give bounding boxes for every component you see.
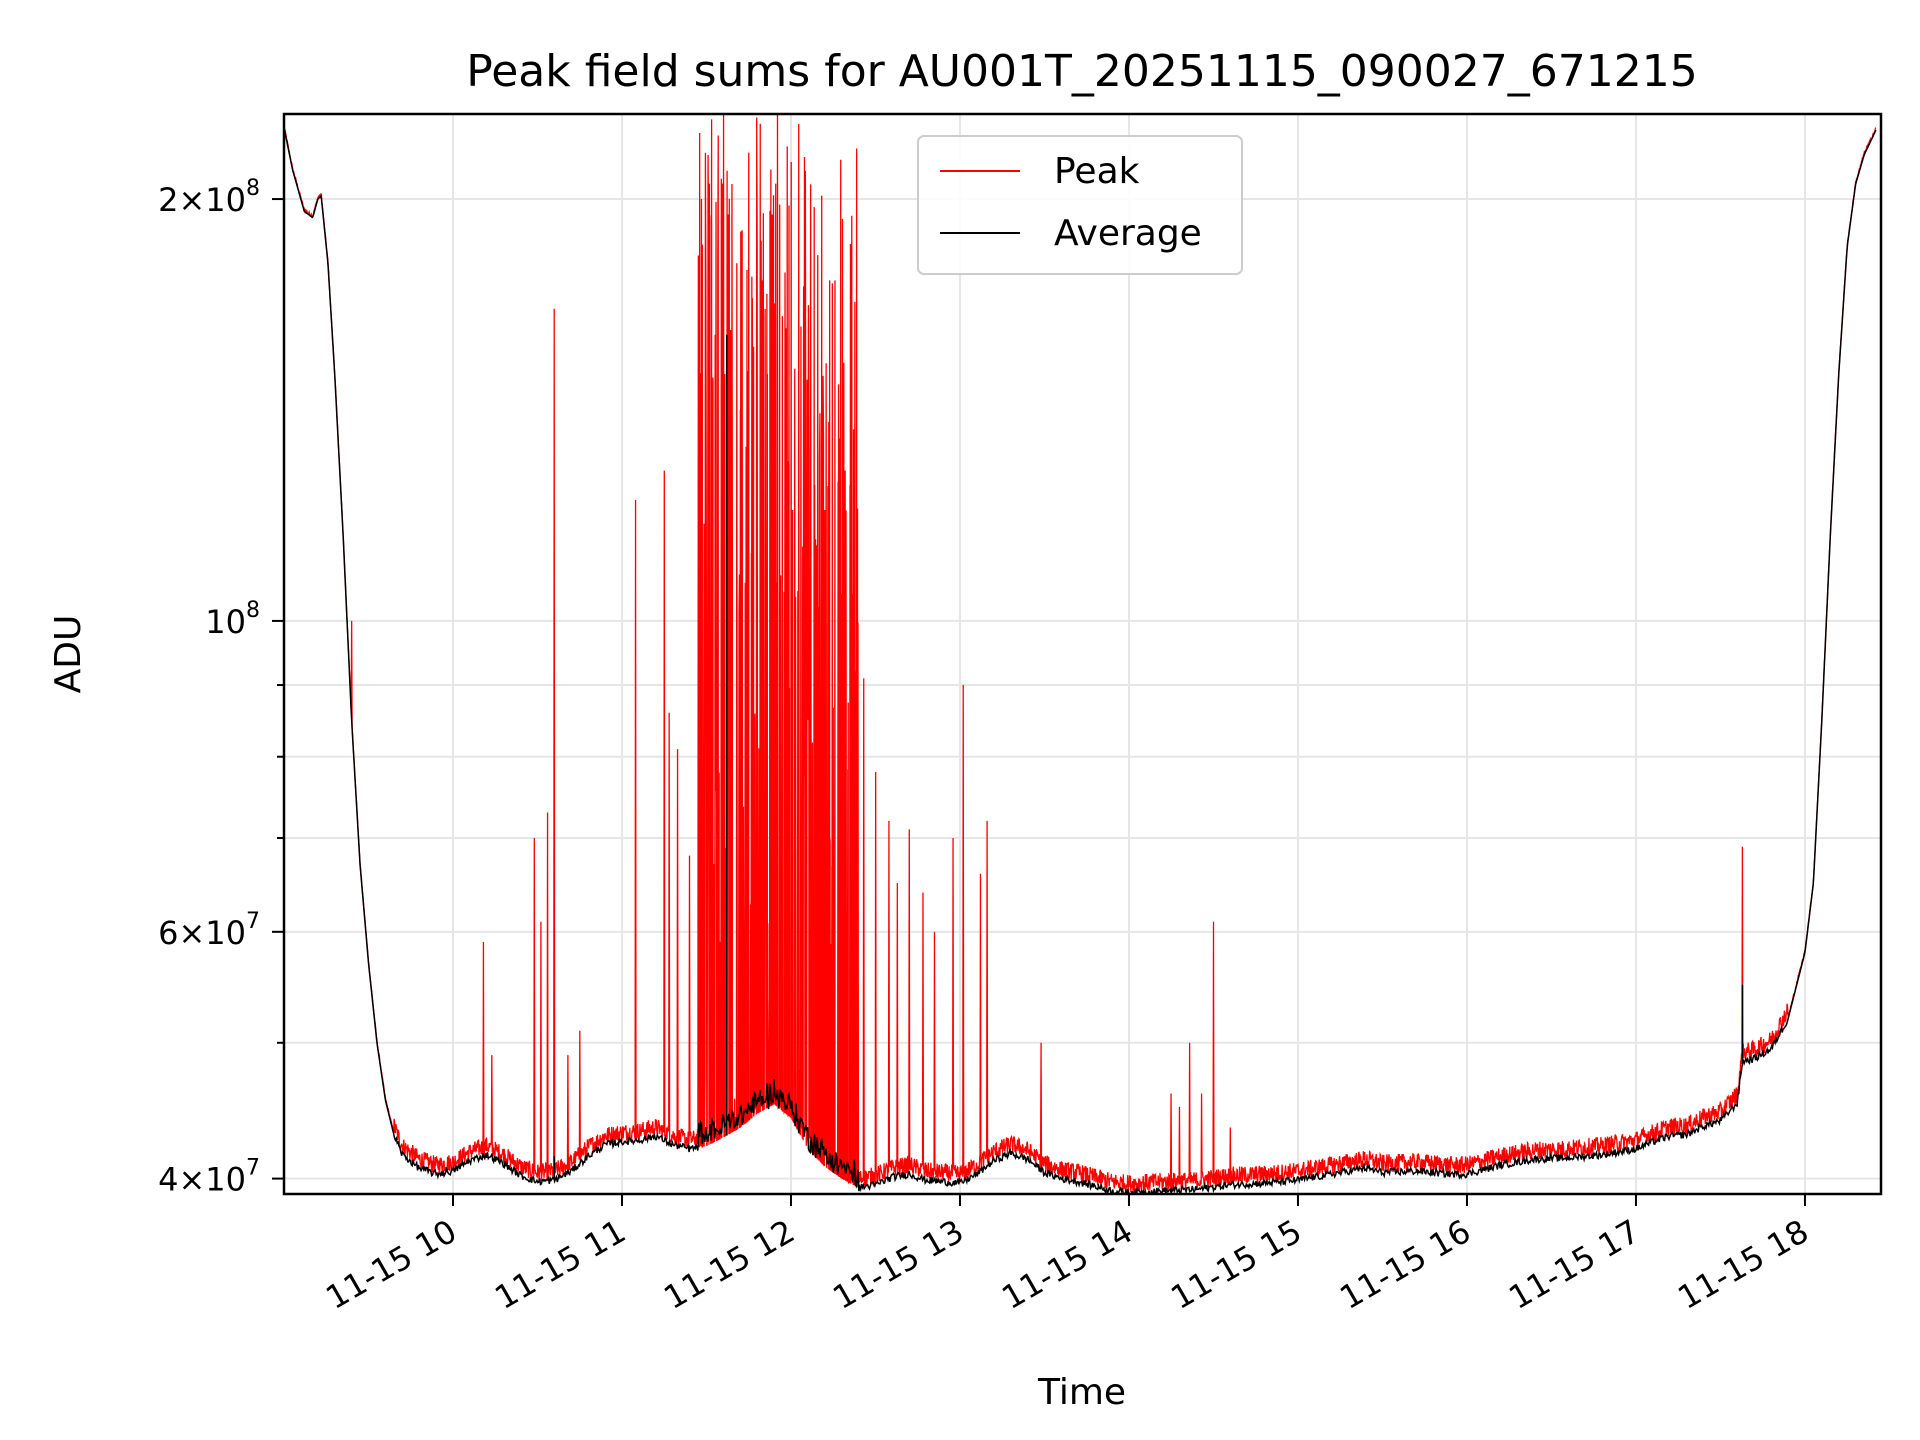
- legend-peak-label: Peak: [1054, 151, 1140, 192]
- chart-title: Peak field sums for AU001T_20251115_0900…: [466, 46, 1698, 97]
- legend: Peak Average: [917, 135, 1243, 275]
- average-series-line: [284, 127, 1877, 1194]
- y-tick-label: 4×107: [158, 1156, 260, 1199]
- y-axis-label: ADU: [48, 615, 89, 694]
- legend-average-label: Average: [1054, 213, 1202, 254]
- y-tick-label: 6×107: [158, 909, 260, 952]
- peak-series-line: [284, 114, 1877, 1194]
- plot-frame: [282, 112, 1883, 1196]
- y-tick-label: 2×108: [158, 176, 260, 219]
- series-layer: [284, 114, 1877, 1194]
- x-axis-label: Time: [1037, 1372, 1126, 1413]
